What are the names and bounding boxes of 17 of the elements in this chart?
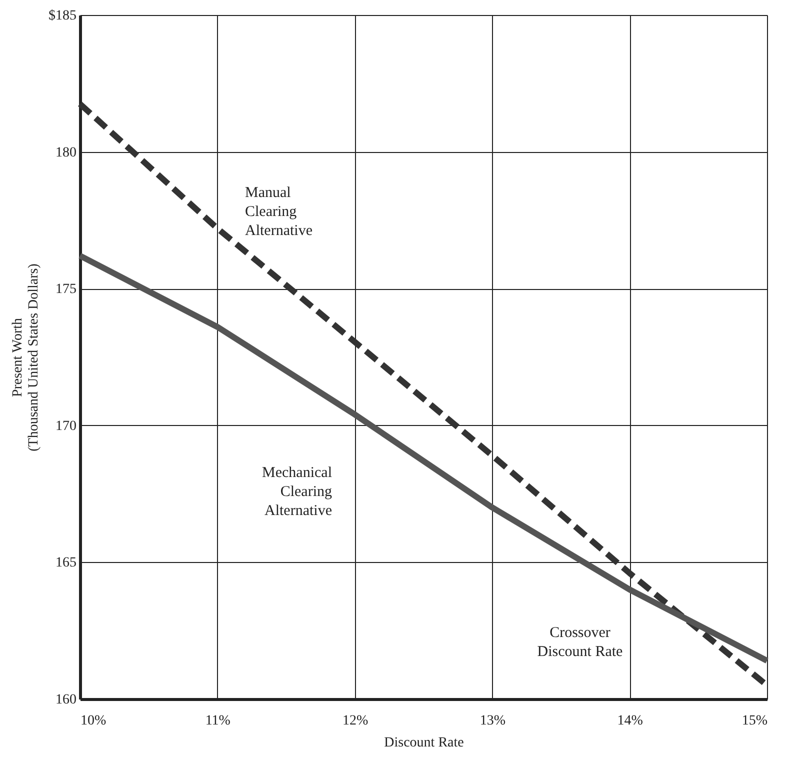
annotation: Manual Clearing Alternative xyxy=(245,185,313,239)
x-tick-label: 11% xyxy=(205,714,231,728)
annotation: Crossover Discount Rate xyxy=(537,625,624,660)
y-axis-title: Present Worth (Thousand United States Dollars) xyxy=(10,263,42,452)
x-axis-title: Discount Rate xyxy=(384,736,464,750)
x-tick-label: 14% xyxy=(617,714,644,728)
y-tick-label: 165 xyxy=(56,556,76,571)
annotation: Mechanical Clearing Alternative xyxy=(262,465,332,519)
x-tick-label: 13% xyxy=(480,714,506,728)
y-tick-label: 170 xyxy=(56,418,76,434)
y-tick-label: $185 xyxy=(48,8,76,24)
y-tick-label: 180 xyxy=(56,145,76,160)
x-tick-label: 15% xyxy=(742,714,768,728)
y-tick-label: 160 xyxy=(56,692,76,708)
x-tick-label: 12% xyxy=(342,714,368,728)
y-tick-label: 175 xyxy=(56,282,76,298)
x-tick-label: 10% xyxy=(80,714,106,728)
